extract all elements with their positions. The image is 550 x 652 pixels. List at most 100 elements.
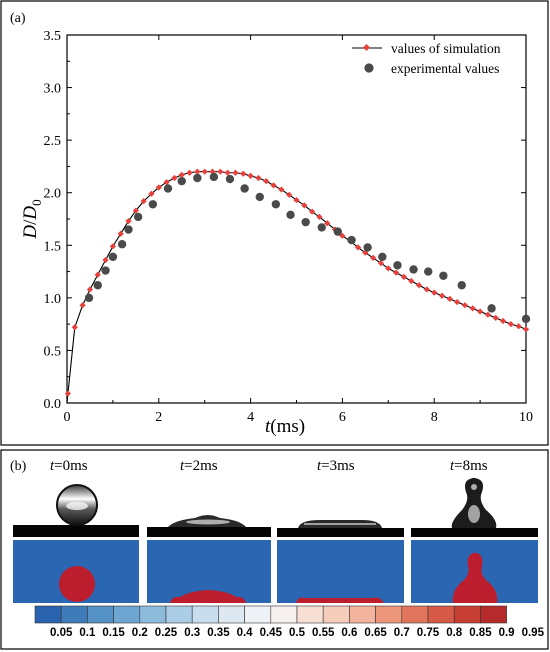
photo-frame-t8 (411, 478, 538, 537)
colorbar-swatch (191, 605, 219, 624)
experimental-point (378, 252, 387, 262)
colorbar-swatch (165, 605, 193, 624)
colorbar-label: 0.45 (260, 627, 283, 639)
sim-frame-t3 (277, 540, 404, 603)
simulation-point (492, 314, 499, 321)
panel-b-label: (b) (10, 459, 27, 474)
photo-frame-t2 (147, 515, 271, 537)
simulation-point (155, 184, 162, 191)
time-label-2: t=2ms (180, 458, 218, 474)
experimental-point (286, 210, 295, 219)
x-tick-label: 4 (247, 410, 254, 425)
colorbar-label: 0.85 (469, 627, 492, 639)
experimental-point (424, 267, 433, 276)
colorbar-label: 0.8 (446, 627, 463, 639)
simulation-point (79, 302, 86, 309)
colorbar-label: 0.3 (184, 627, 200, 639)
colorbar-label: 0.35 (207, 627, 230, 639)
y-axis-ticks: 0.0 0.5 1.0 1.5 2.0 2.5 3.0 3.5 (44, 29, 526, 412)
colorbar-label: 0.15 (102, 627, 125, 639)
legend-simulation-marker (362, 43, 371, 52)
simulation-point (140, 198, 147, 205)
simulation-point (461, 302, 469, 309)
experimental-point (163, 184, 173, 193)
simulation-point (454, 298, 461, 306)
simulation-point (431, 289, 438, 296)
experimental-point (225, 174, 235, 184)
simulation-point (423, 286, 430, 293)
colorbar-swatch (322, 605, 350, 624)
experimental-point (317, 223, 326, 232)
x-tick-label: 10 (519, 410, 533, 425)
experimental-point (133, 212, 143, 222)
simulation-point (408, 277, 415, 285)
simulation-point (278, 186, 285, 193)
simulation-point (392, 269, 400, 276)
colorbar-label: 0.9 (499, 627, 515, 639)
y-axis-numerator: D (20, 225, 41, 240)
y-tick-label: 2.0 (44, 187, 62, 202)
simulation-point (247, 172, 254, 180)
colorbar-swatch (113, 605, 141, 624)
simulation-series (64, 168, 530, 404)
y-tick-label: 0.0 (44, 397, 62, 412)
colorbar-label: 0.2 (132, 627, 148, 639)
legend-experimental-label: experimental values (391, 61, 499, 76)
simulation-point (171, 174, 178, 182)
panel-a-label: (a) (10, 11, 26, 26)
simulation-point (148, 190, 155, 197)
time-label-3: t=3ms (317, 458, 355, 474)
simulation-point (484, 311, 492, 318)
simulation-point (163, 179, 170, 186)
colorbar-swatch (375, 605, 403, 624)
simulation-point (109, 243, 117, 250)
colorbar-label: 0.65 (364, 627, 387, 639)
experimental-point (393, 261, 402, 270)
experimental-point (177, 176, 186, 186)
experimental-point (487, 304, 496, 313)
colorbar-label: 0.4 (237, 627, 254, 639)
x-tick-label: 2 (155, 410, 162, 425)
experimental-point (271, 200, 281, 209)
colorbar-swatch (87, 605, 114, 624)
simulation-point (194, 168, 201, 175)
simulation-point (94, 271, 101, 278)
x-tick-label: 0 (64, 410, 71, 425)
legend: values of simulation experimental values (352, 41, 501, 76)
colorbar-swatch (34, 605, 62, 624)
colorbar-swatch (296, 605, 324, 624)
colorbar-label: 0.95 (522, 627, 545, 639)
simulation-point (255, 174, 262, 182)
colorbar-label: 0.75 (417, 627, 440, 639)
colorbar-swatch (427, 605, 455, 624)
simulation-point (385, 265, 392, 272)
simulation-line (66, 171, 527, 404)
experimental-point (240, 184, 249, 193)
colorbar-swatch (349, 605, 376, 624)
colorbar-label: 0.7 (394, 627, 410, 639)
colorbar-label: 0.55 (312, 627, 335, 639)
y-tick-label: 3.5 (44, 29, 62, 44)
y-axis-label: D/D0 (20, 199, 44, 239)
experimental-point (108, 252, 118, 262)
simulation-point (64, 390, 72, 397)
experimental-point (193, 173, 202, 183)
sim-frame-t8 (411, 540, 538, 603)
simulation-point (71, 324, 78, 331)
experimental-point (409, 265, 418, 274)
y-tick-label: 1.5 (44, 239, 62, 254)
simulation-point (232, 169, 239, 176)
y-tick-label: 2.5 (44, 134, 62, 149)
simulation-point (377, 260, 385, 267)
experimental-point (255, 192, 264, 202)
y-tick-label: 3.0 (44, 82, 62, 97)
experimental-point (117, 240, 127, 249)
simulation-point (186, 169, 193, 176)
colorbar-swatch (244, 605, 272, 624)
colorbar-swatch (401, 605, 429, 624)
experimental-point (333, 227, 343, 236)
y-tick-label: 0.5 (44, 344, 62, 359)
legend-experimental-marker (364, 63, 374, 73)
colorbar-swatch (270, 605, 298, 624)
simulation-point (301, 202, 308, 209)
